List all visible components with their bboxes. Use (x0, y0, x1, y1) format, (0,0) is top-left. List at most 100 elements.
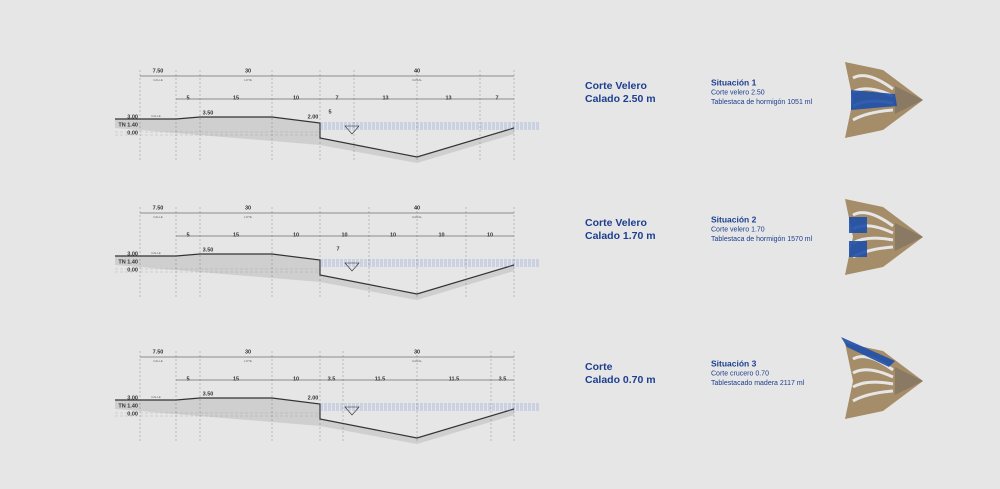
map-arrow (895, 223, 923, 251)
dim-label: 40 (414, 68, 420, 74)
boat (344, 262, 360, 272)
level-label: TN 1.40 (118, 122, 138, 128)
mark-label: 2.00 (308, 395, 319, 401)
dim-sublabel: CALLE (153, 78, 163, 82)
map-canal (852, 368, 894, 379)
part-label: 15 (233, 95, 239, 101)
situation-line: Tablestaca de hormigón 1570 ml (711, 236, 813, 243)
part-label: 11.5 (375, 376, 385, 382)
boat (344, 406, 360, 416)
dim-sublabel: CALLE (153, 215, 163, 219)
part-label: 13 (445, 95, 451, 101)
street-label: CALLE (151, 395, 161, 399)
dim-sublabel: CALLE (153, 359, 163, 363)
situation-line: Situación 2 (711, 214, 757, 224)
section-title: Corte Velero (585, 80, 647, 92)
level-label: 3.00 (127, 395, 138, 401)
part-label: 7 (495, 95, 498, 101)
part-label: 5 (186, 376, 189, 382)
map-water (851, 90, 897, 110)
situation-line: Situación 1 (711, 77, 757, 87)
part-label: 10 (487, 232, 493, 238)
mark-label: 5 (328, 109, 331, 115)
dim-sublabel: CANAL (412, 215, 422, 219)
dim-label: 30 (245, 349, 251, 355)
cross-section: 7.50 CALLE 30 LOTE 30 CANAL 5 15 10 3.5 11.5 11.5 3.… (115, 349, 540, 444)
situation-line: Tablestacado madera 2117 ml (711, 380, 805, 387)
dim-sublabel: LOTE (244, 359, 252, 363)
situation-line: Corte velero 1.70 (711, 226, 765, 233)
map-water (849, 217, 867, 257)
section-title: Corte Velero (585, 217, 647, 229)
part-label: 10 (438, 232, 444, 238)
situation-line: Corte velero 2.50 (711, 89, 765, 96)
map-land (845, 343, 923, 419)
level-label: 0.00 (127, 267, 138, 273)
section-title: Corte (585, 361, 613, 373)
section-title: Calado 1.70 m (585, 230, 656, 242)
part-label: 5 (186, 232, 189, 238)
part-label: 5 (186, 95, 189, 101)
mark-label: 3.50 (203, 391, 214, 397)
situation-line: Corte crucero 0.70 (711, 370, 769, 377)
site-map (845, 62, 923, 138)
mark-label: 3.50 (203, 110, 214, 116)
boat (344, 125, 360, 135)
dim-sublabel: LOTE (244, 78, 252, 82)
map-canal (852, 211, 894, 228)
mark-label: 7 (336, 246, 339, 252)
profile (115, 397, 515, 439)
street-label: CALLE (151, 251, 161, 255)
ground-fill (115, 398, 514, 444)
part-label: 10 (293, 95, 299, 101)
situation-line: Situación 3 (711, 358, 757, 368)
dim-sublabel: CANAL (412, 78, 422, 82)
level-label: TN 1.40 (118, 259, 138, 265)
map-arrow (895, 86, 923, 114)
dim-sublabel: LOTE (244, 215, 252, 219)
part-label: 13 (382, 95, 388, 101)
part-label: 10 (293, 232, 299, 238)
map-canal (852, 74, 894, 91)
map-canal (852, 380, 894, 389)
part-label: 3.5 (499, 376, 507, 382)
site-map (841, 337, 923, 419)
dim-sublabel: CANAL (412, 359, 422, 363)
dim-label: 30 (245, 205, 251, 211)
mark-label: 2.00 (308, 114, 319, 120)
map-canal (852, 389, 894, 403)
dim-label: 7.50 (153, 349, 164, 355)
street-label: CALLE (151, 114, 161, 118)
ground-fill (115, 117, 514, 163)
profile (115, 253, 515, 295)
cross-section: 7.50 CALLE 30 LOTE 40 CANAL 5 15 10 7 13 13 7 3.00 TN … (115, 68, 540, 163)
dim-label: 30 (245, 68, 251, 74)
part-label: 7 (335, 95, 338, 101)
level-label: 3.00 (127, 114, 138, 120)
dim-label: 7.50 (153, 205, 164, 211)
dim-label: 40 (414, 205, 420, 211)
part-label: 15 (233, 232, 239, 238)
level-label: 3.00 (127, 251, 138, 257)
part-label: 10 (293, 376, 299, 382)
part-label: 10 (390, 232, 396, 238)
ground-fill (115, 254, 514, 300)
level-label: 0.00 (127, 130, 138, 136)
section-title: Calado 2.50 m (585, 93, 656, 105)
map-canal (852, 108, 894, 122)
cross-section: 7.50 CALLE 30 LOTE 40 CANAL 5 15 10 10 10 10 10 3.00 T… (115, 205, 540, 300)
profile (115, 116, 515, 158)
part-label: 10 (341, 232, 347, 238)
part-label: 15 (233, 376, 239, 382)
dim-label: 7.50 (153, 68, 164, 74)
site-map (845, 199, 923, 275)
part-label: 11.5 (449, 376, 459, 382)
mark-label: 3.50 (203, 247, 214, 253)
part-label: 3.5 (328, 376, 336, 382)
map-water (841, 337, 895, 367)
situation-line: Tablestaca de hormigón 1051 ml (711, 99, 813, 106)
level-label: TN 1.40 (118, 403, 138, 409)
level-label: 0.00 (127, 411, 138, 417)
dim-label: 30 (414, 349, 420, 355)
